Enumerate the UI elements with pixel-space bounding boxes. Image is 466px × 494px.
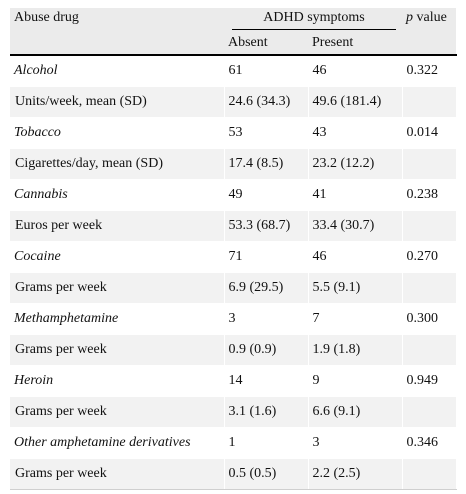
drug-name-cell: Tobacco — [10, 116, 225, 148]
p-value-cell — [402, 395, 457, 427]
absent-cell: 3 — [224, 302, 309, 334]
absent-cell: 0.5 (0.5) — [224, 457, 309, 490]
present-cell: 7 — [308, 302, 403, 334]
present-cell: 46 — [308, 240, 403, 272]
drug-name-cell: Alcohol — [10, 55, 225, 86]
absent-cell: 0.9 (0.9) — [224, 333, 309, 365]
absent-cell: 61 — [224, 55, 309, 86]
p-value-cell: 0.270 — [402, 240, 457, 272]
absent-cell: 3.1 (1.6) — [224, 395, 309, 427]
table-row: Other amphetamine derivatives 1 3 0.346 — [10, 426, 457, 458]
table-row: Tobacco 53 43 0.014 — [10, 116, 457, 148]
table-wrapper: Abuse drug ADHD symptoms p value Absent … — [10, 8, 457, 490]
p-value-cell: 0.300 — [402, 302, 457, 334]
p-value-cell: 0.346 — [402, 426, 457, 458]
present-cell: 6.6 (9.1) — [308, 395, 403, 427]
table-row: Heroin 14 9 0.949 — [10, 364, 457, 396]
table-row: Euros per week 53.3 (68.7) 33.4 (30.7) — [10, 209, 457, 241]
drug-name-cell: Cocaine — [10, 240, 225, 272]
absent-cell: 49 — [224, 178, 309, 210]
drug-name-cell: Other amphetamine derivatives — [10, 426, 225, 458]
present-cell: 46 — [308, 55, 403, 86]
present-cell: 49.6 (181.4) — [308, 85, 403, 117]
header-present: Present — [312, 35, 354, 50]
table-row: Grams per week 6.9 (29.5) 5.5 (9.1) — [10, 271, 457, 303]
drug-name-cell: Methamphetamine — [10, 302, 225, 334]
header-absent: Absent — [228, 35, 268, 50]
absent-cell: 1 — [224, 426, 309, 458]
present-cell: 41 — [308, 178, 403, 210]
present-cell: 2.2 (2.5) — [308, 457, 403, 490]
p-value-cell: 0.949 — [402, 364, 457, 396]
header-adhd-symptoms-label: ADHD symptoms — [232, 10, 397, 30]
p-value-cell — [402, 271, 457, 303]
table-row: Grams per week 0.5 (0.5) 2.2 (2.5) — [10, 457, 457, 490]
p-value-cell — [402, 147, 457, 179]
present-cell: 43 — [308, 116, 403, 148]
header-p-italic: p — [406, 10, 414, 25]
table-row: Cannabis 49 41 0.238 — [10, 178, 457, 210]
measure-label-cell: Units/week, mean (SD) — [10, 85, 225, 117]
absent-cell: 53 — [224, 116, 309, 148]
absent-cell: 6.9 (29.5) — [224, 271, 309, 303]
drug-name-cell: Cannabis — [10, 178, 225, 210]
table-row: Grams per week 0.9 (0.9) 1.9 (1.8) — [10, 333, 457, 365]
header-blank-p — [402, 32, 456, 55]
measure-label-cell: Grams per week — [10, 457, 225, 490]
p-value-cell — [402, 457, 457, 490]
table-row: Alcohol 61 46 0.322 — [10, 55, 457, 86]
p-value-cell — [402, 333, 457, 365]
header-p-rest: value — [413, 10, 447, 25]
drug-name-cell: Heroin — [10, 364, 225, 396]
present-cell: 1.9 (1.8) — [308, 333, 403, 365]
measure-label-cell: Grams per week — [10, 333, 225, 365]
header-p-value: p value — [402, 8, 456, 32]
present-cell: 9 — [308, 364, 403, 396]
p-value-cell — [402, 85, 457, 117]
table-body: Alcohol 61 46 0.322 Units/week, mean (SD) 24.… — [10, 55, 457, 490]
measure-label-cell: Euros per week — [10, 209, 225, 241]
absent-cell: 71 — [224, 240, 309, 272]
header-blank — [10, 32, 224, 55]
p-value-cell: 0.014 — [402, 116, 457, 148]
table-row: Cocaine 71 46 0.270 — [10, 240, 457, 272]
table-row: Grams per week 3.1 (1.6) 6.6 (9.1) — [10, 395, 457, 427]
present-cell: 3 — [308, 426, 403, 458]
table-row: Methamphetamine 3 7 0.300 — [10, 302, 457, 334]
p-value-cell — [402, 209, 457, 241]
table-header: Abuse drug ADHD symptoms p value Absent … — [10, 8, 457, 55]
present-cell: 23.2 (12.2) — [308, 147, 403, 179]
present-cell: 33.4 (30.7) — [308, 209, 403, 241]
table-row: Units/week, mean (SD) 24.6 (34.3) 49.6 (18… — [10, 85, 457, 117]
header-abuse-drug: Abuse drug — [14, 10, 79, 25]
table-row: Cigarettes/day, mean (SD) 17.4 (8.5) 23.2 … — [10, 147, 457, 179]
p-value-cell: 0.238 — [402, 178, 457, 210]
absent-cell: 14 — [224, 364, 309, 396]
measure-label-cell: Grams per week — [10, 271, 225, 303]
p-value-cell: 0.322 — [402, 55, 457, 86]
absent-cell: 53.3 (68.7) — [224, 209, 309, 241]
absent-cell: 17.4 (8.5) — [224, 147, 309, 179]
measure-label-cell: Cigarettes/day, mean (SD) — [10, 147, 225, 179]
measure-label-cell: Grams per week — [10, 395, 225, 427]
present-cell: 5.5 (9.1) — [308, 271, 403, 303]
absent-cell: 24.6 (34.3) — [224, 85, 309, 117]
header-adhd-symptoms: ADHD symptoms — [224, 8, 402, 32]
adhd-drug-table: Abuse drug ADHD symptoms p value Absent … — [10, 8, 457, 490]
